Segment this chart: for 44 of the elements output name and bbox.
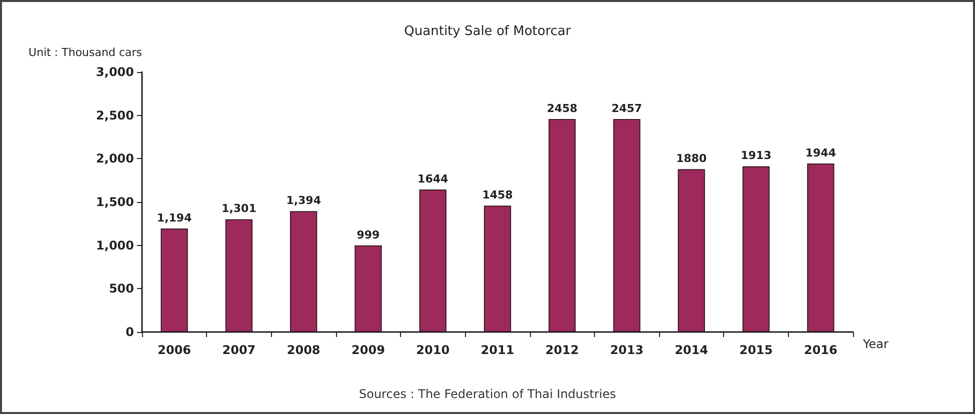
x-tick-label: 2012 bbox=[545, 343, 579, 357]
data-label: 1,301 bbox=[222, 202, 256, 216]
data-label: 1,194 bbox=[156, 212, 192, 225]
bar bbox=[290, 211, 318, 332]
source-note: Sources : The Federation of Thai Industries bbox=[358, 387, 616, 401]
y-axis-title: Unit : Thousand cars bbox=[28, 46, 142, 59]
bar bbox=[225, 219, 253, 332]
data-label: 999 bbox=[356, 228, 380, 242]
chart-title: Quantity Sale of Motorcar bbox=[404, 24, 572, 39]
bar bbox=[484, 206, 512, 332]
bar bbox=[742, 166, 770, 332]
x-axis-title: Year bbox=[862, 337, 888, 351]
x-tick-label: 2011 bbox=[480, 343, 514, 357]
bar bbox=[807, 164, 834, 332]
x-tick-label: 2014 bbox=[674, 343, 708, 357]
bar bbox=[548, 118, 576, 332]
bar bbox=[354, 245, 382, 332]
x-tick-label: 2015 bbox=[739, 343, 773, 357]
x-tick-label: 2013 bbox=[610, 343, 644, 357]
y-tick-label: 3,000 bbox=[96, 65, 134, 79]
data-label: 1458 bbox=[482, 188, 513, 202]
y-tick-label: 1,500 bbox=[96, 195, 134, 209]
x-tick-label: 2008 bbox=[286, 343, 320, 357]
data-label: 2457 bbox=[611, 102, 642, 116]
bar bbox=[160, 228, 188, 332]
data-label: 2458 bbox=[546, 102, 578, 115]
x-tick-label: 2007 bbox=[222, 343, 256, 357]
bar bbox=[419, 190, 446, 332]
data-label: 1944 bbox=[805, 146, 836, 160]
bar bbox=[613, 119, 640, 332]
y-tick-label: 500 bbox=[108, 282, 134, 296]
data-label: 1913 bbox=[740, 149, 772, 162]
x-tick-label: 2010 bbox=[416, 343, 450, 357]
x-tick-label: 2016 bbox=[804, 343, 838, 357]
x-tick-label: 2006 bbox=[158, 343, 192, 357]
data-label: 1880 bbox=[676, 152, 708, 166]
data-label: 1644 bbox=[418, 172, 449, 186]
bar bbox=[678, 169, 705, 332]
y-tick-label: 2,500 bbox=[96, 108, 134, 122]
x-tick-label: 2009 bbox=[352, 343, 385, 357]
y-tick-label: 0 bbox=[126, 325, 134, 339]
y-tick-label: 1,000 bbox=[96, 238, 134, 252]
y-tick-label: 2,000 bbox=[96, 152, 134, 166]
data-label: 1,394 bbox=[286, 194, 322, 208]
